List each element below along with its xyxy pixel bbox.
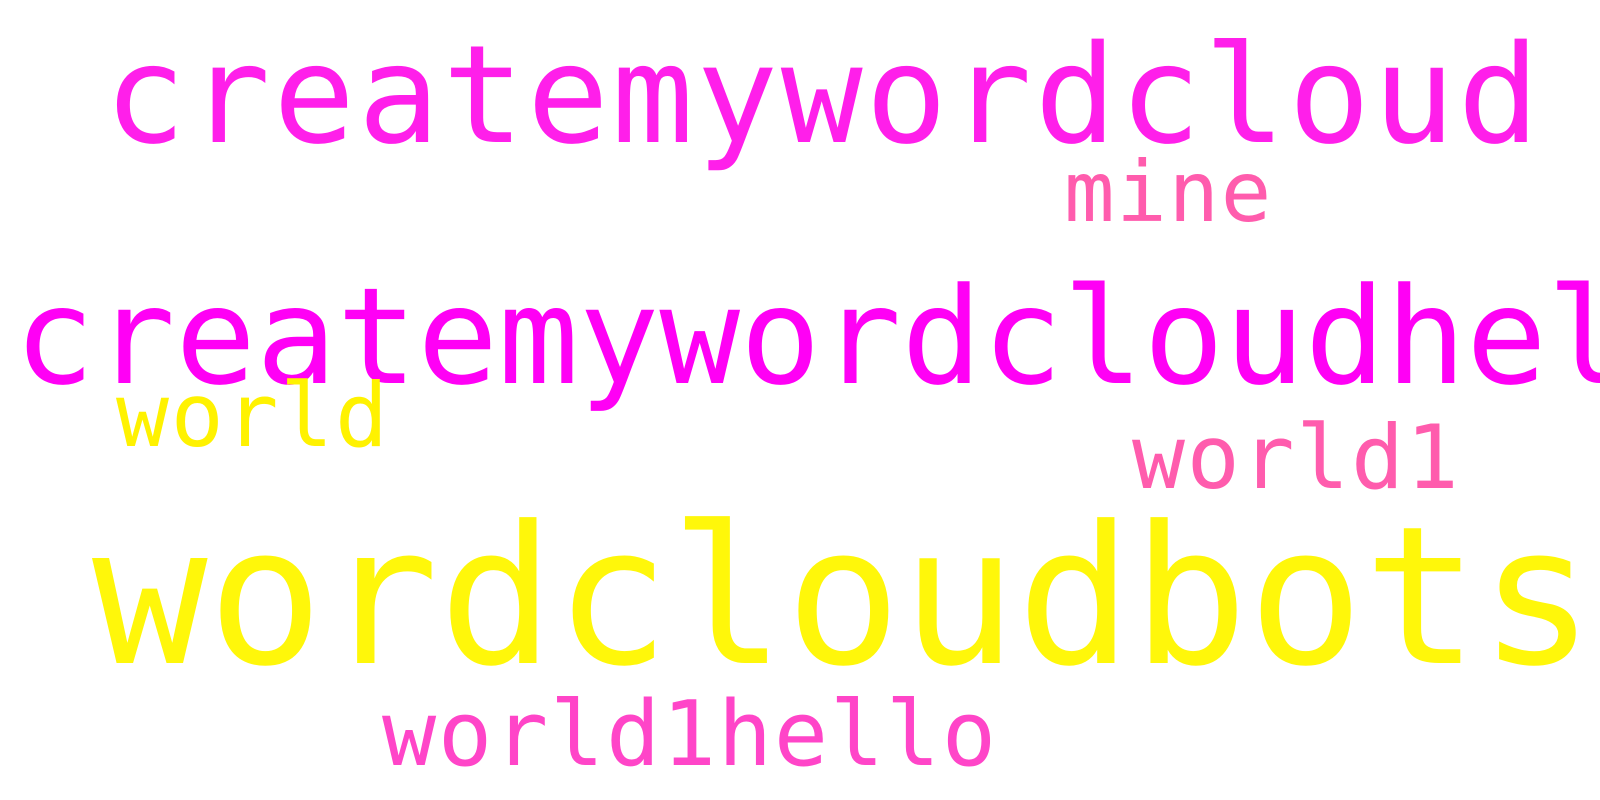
word-createmywordcloud: createmywordcloud (104, 17, 1543, 175)
word-createmywordcloudhello: createmywordcloudhello (14, 259, 1600, 415)
word-world: world (116, 364, 390, 467)
word-wordcloudbots: wordcloudbots (92, 486, 1595, 709)
word-world1hello: world1hello (382, 682, 998, 787)
word-world1: world1 (1132, 406, 1461, 509)
word-mine: mine (1064, 143, 1274, 241)
